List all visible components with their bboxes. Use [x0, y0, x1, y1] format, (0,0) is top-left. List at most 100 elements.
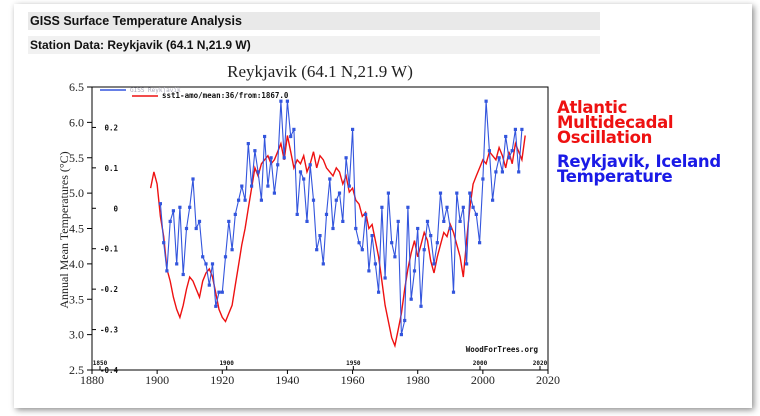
temperature-data-point [324, 212, 329, 216]
temperature-data-point [357, 241, 361, 245]
y-axis-label: Annual Mean Temperatures (°C) [57, 151, 71, 308]
temperature-series-line [159, 101, 523, 335]
temperature-data-point [406, 205, 410, 209]
temperature-data-point [351, 127, 355, 131]
temperature-annotation: Reykjavik, Iceland Temperature [557, 152, 747, 186]
temperature-data-point [370, 234, 374, 238]
temperature-data-point [500, 170, 504, 174]
temperature-data-point [520, 127, 524, 131]
temperature-data-point [292, 127, 296, 131]
y-tick-label: 6.0 [69, 115, 84, 129]
temperature-data-point [364, 212, 368, 216]
temperature-data-point [422, 248, 426, 252]
y-axis-ticks: 2.5 3.0 3.5 4.0 4.5 5.0 5.5 6.0 6.5 [69, 80, 92, 377]
temperature-data-point [285, 99, 289, 103]
temperature-data-point [412, 269, 417, 273]
temperature-data-point [497, 156, 501, 160]
y2-tick-label: 0.2 [104, 123, 118, 132]
y-tick-label: 6.5 [69, 80, 84, 94]
temperature-data-point [513, 127, 517, 131]
y2-tick-label: -0.3 [100, 326, 119, 335]
y-tick-label: 4.5 [69, 222, 84, 236]
temperature-data-point [250, 184, 254, 188]
temperature-data-point [344, 156, 348, 160]
temperature-series [158, 99, 524, 337]
temperature-data-point [487, 149, 491, 153]
x-tick-label: 1960 [341, 373, 365, 387]
temperature-data-point [510, 149, 514, 153]
temperature-data-point [158, 202, 162, 206]
temperature-data-point [481, 177, 485, 181]
y2-tick-label: 0.1 [104, 164, 118, 173]
temperature-data-point [240, 184, 244, 188]
temperature-data-point [377, 290, 381, 294]
temperature-data-point [305, 219, 309, 223]
temperature-data-point [419, 304, 423, 308]
amo-annotation-line: Oscillation [557, 128, 653, 147]
watermark: WoodForTrees.org [466, 345, 539, 354]
temperature-data-point [269, 156, 273, 160]
temperature-data-point [227, 219, 231, 223]
temperature-data-point [282, 156, 286, 160]
temperature-data-point [223, 255, 228, 259]
x-axis-ticks: 1880 1900 1920 1940 1960 1980 2000 2020 [80, 370, 560, 387]
chart-title: Reykjavik (64.1 N,21.9 W) [227, 62, 413, 81]
temperature-data-point [425, 219, 430, 223]
temperature-data-point [295, 212, 299, 216]
x2-tick-label: 1850 [93, 360, 108, 367]
x2-tick-label: 1900 [219, 360, 234, 367]
temperature-data-point [207, 283, 211, 287]
temperature-data-point [181, 272, 185, 277]
temperature-data-point [517, 170, 521, 174]
temperature-data-point [468, 191, 472, 195]
temperature-data-point [416, 226, 420, 231]
temperature-data-point [246, 142, 250, 146]
temperature-data-point [276, 163, 280, 167]
temperature-data-point [461, 205, 465, 209]
temperature-data-point [341, 219, 345, 223]
amo-annotation-line: Multidecadal [557, 113, 674, 132]
temperature-data-point [403, 318, 407, 323]
temperature-data-point [507, 156, 511, 160]
x-tick-label: 1920 [210, 373, 234, 387]
temperature-annotation-line: Temperature [557, 167, 673, 186]
temperature-data-point [445, 205, 449, 209]
temperature-data-point [237, 198, 241, 202]
temperature-data-point [429, 234, 433, 238]
y-tick-label: 3.0 [69, 328, 84, 342]
temperature-data-point [210, 262, 215, 266]
temperature-data-point [197, 219, 202, 223]
temperature-data-point [484, 99, 488, 103]
temperature-data-point [184, 226, 189, 231]
temperature-data-point [451, 290, 456, 294]
temperature-data-point [298, 170, 303, 174]
y2-tick-label: -0.2 [100, 285, 118, 294]
temperature-data-point [266, 184, 270, 188]
legend-entry-amo: sst1-amo/mean:36/from:1867.0 [162, 91, 289, 100]
temperature-data-point [347, 184, 351, 188]
temperature-data-point [302, 177, 306, 181]
y-tick-label: 2.5 [69, 363, 84, 377]
temperature-annotation-line: Reykjavik, Iceland [557, 152, 721, 171]
plot-area [91, 86, 549, 371]
temperature-data-point [504, 134, 508, 139]
temperature-data-point [321, 262, 325, 266]
temperature-data-point [435, 241, 439, 245]
temperature-data-point [308, 163, 312, 167]
temperature-data-point [442, 219, 446, 223]
page-subtitle: Station Data: Reykjavik (64.1 N,21.9 W) [28, 36, 600, 54]
temperature-data-point [162, 241, 166, 245]
temperature-data-point [171, 209, 175, 213]
x2-tick-label: 2000 [473, 360, 488, 367]
temperature-data-point [272, 191, 276, 195]
temperature-data-point [263, 134, 267, 139]
temperature-data-point [380, 205, 384, 209]
y2-tick-label: -0.1 [100, 245, 119, 254]
temperature-data-point [311, 198, 316, 202]
x2-tick-label: 2020 [533, 360, 548, 367]
legend: GISS Reykjavik sst1-amo/mean:36/from:186… [100, 87, 289, 100]
temperature-data-point [396, 219, 400, 223]
y-tick-label: 5.5 [69, 151, 84, 165]
temperature-data-point [194, 226, 198, 231]
